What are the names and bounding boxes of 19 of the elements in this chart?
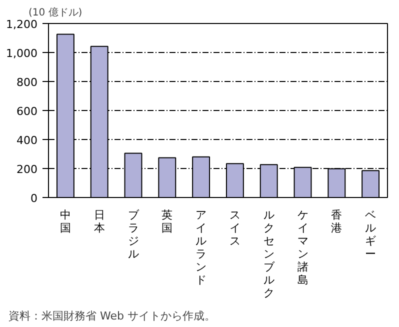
y-tick-label: 1,200 [6, 18, 38, 31]
x-tick-label: 中国 [60, 208, 71, 234]
y-tick-label: 400 [16, 134, 38, 147]
y-tick-label: 600 [16, 105, 38, 118]
x-tick-label: ケイマン諸島 [297, 208, 308, 286]
y-tick-label: 1,000 [6, 47, 38, 60]
y-axis-title: (10 億ドル) [28, 6, 82, 18]
x-tick-label: 英国 [162, 208, 173, 234]
x-tick-label: アイルランド [196, 208, 207, 286]
x-tick-label: ブラジル [128, 208, 140, 260]
x-tick-label: スイス [229, 208, 240, 248]
x-tick-label: 日本 [94, 208, 105, 234]
y-tick-label: 0 [30, 192, 38, 205]
x-tick-label: 香港 [331, 208, 342, 234]
x-tick-label: ルクセンブルク [263, 208, 276, 300]
y-tick-label: 800 [16, 76, 38, 89]
text: 資料：米国財務省 Web サイトから作成。 [8, 310, 216, 322]
y-tick-label: 200 [16, 163, 38, 176]
x-tick-label: ベルギー [365, 208, 376, 260]
